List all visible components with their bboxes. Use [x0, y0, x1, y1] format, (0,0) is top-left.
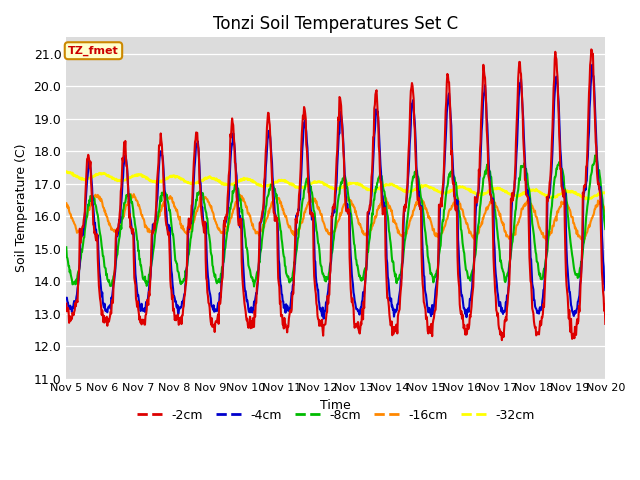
- Legend: -2cm, -4cm, -8cm, -16cm, -32cm: -2cm, -4cm, -8cm, -16cm, -32cm: [132, 404, 540, 427]
- Text: TZ_fmet: TZ_fmet: [68, 46, 119, 56]
- Y-axis label: Soil Temperature (C): Soil Temperature (C): [15, 144, 28, 272]
- Title: Tonzi Soil Temperatures Set C: Tonzi Soil Temperatures Set C: [213, 15, 458, 33]
- X-axis label: Time: Time: [321, 399, 351, 412]
